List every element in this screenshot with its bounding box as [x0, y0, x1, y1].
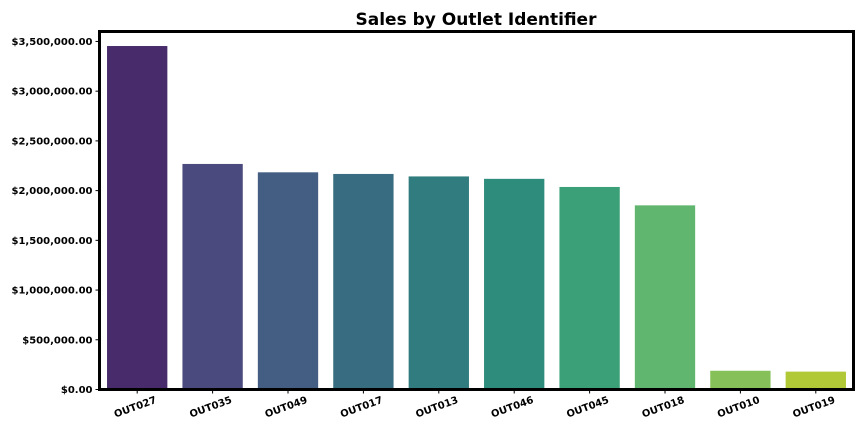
chart-title: Sales by Outlet Identifier [356, 10, 598, 30]
x-tick-label: OUT049 [264, 395, 309, 421]
bar-out013 [408, 176, 469, 390]
x-axis: OUT027 OUT035 OUT049 OUT017 OUT013 OUT046 OUT0… [113, 389, 837, 421]
x-tick-label: OUT035 [188, 395, 233, 421]
bar-out045 [559, 186, 620, 390]
y-axis: $0.00 $500,000.00 $1,000,000.00 $1,500,000.… [12, 37, 100, 396]
bar-out027 [107, 46, 168, 390]
bar-out017 [333, 173, 394, 390]
x-tick-label: OUT010 [716, 395, 761, 421]
x-tick-label: OUT019 [791, 395, 836, 421]
x-tick-label: OUT017 [339, 395, 384, 421]
x-tick-label: OUT045 [565, 395, 610, 421]
bar-out010 [710, 370, 771, 390]
y-tick-label: $1,000,000.00 [12, 286, 93, 297]
bar-out019 [785, 371, 846, 390]
x-tick-label: OUT013 [414, 395, 459, 421]
y-tick-label: $3,000,000.00 [12, 87, 93, 98]
plot-frame [98, 30, 855, 391]
y-tick-label: $1,500,000.00 [12, 236, 93, 247]
y-tick-label: $2,000,000.00 [12, 186, 93, 197]
bars-group [107, 46, 846, 390]
bar-out049 [257, 172, 319, 390]
bar-out035 [182, 163, 243, 390]
y-tick-label: $0.00 [61, 385, 93, 396]
y-tick-label: $3,500,000.00 [12, 37, 93, 48]
y-tick-label: $500,000.00 [22, 335, 92, 346]
x-tick-label: OUT018 [641, 395, 686, 421]
bar-out046 [484, 178, 545, 390]
y-tick-label: $2,500,000.00 [12, 136, 93, 147]
bar-out018 [634, 205, 696, 390]
x-tick-label: OUT046 [490, 395, 535, 421]
x-tick-label: OUT027 [113, 395, 158, 421]
